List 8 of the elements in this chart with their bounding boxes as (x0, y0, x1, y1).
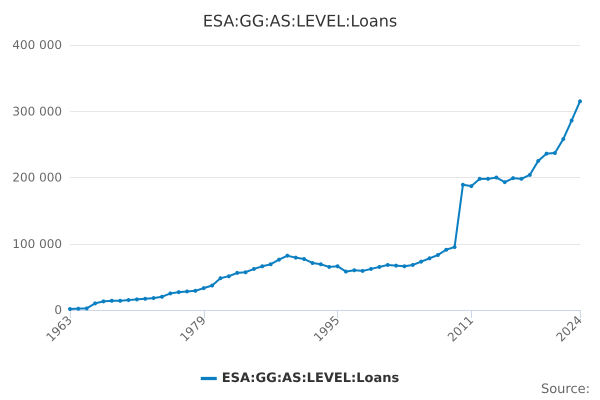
y-tick-label: 100 000 (12, 236, 62, 251)
y-tick-label: 0 (54, 303, 62, 317)
y-tick-label: 400 000 (12, 38, 62, 52)
y-tick-label: 300 000 (12, 104, 62, 118)
chart-title: ESA:GG:AS:LEVEL:Loans (202, 12, 398, 30)
legend-label: ESA:GG:AS:LEVEL:Loans (222, 371, 400, 386)
source-note: Source: (540, 382, 590, 397)
y-tick-label: 200 000 (12, 170, 62, 184)
